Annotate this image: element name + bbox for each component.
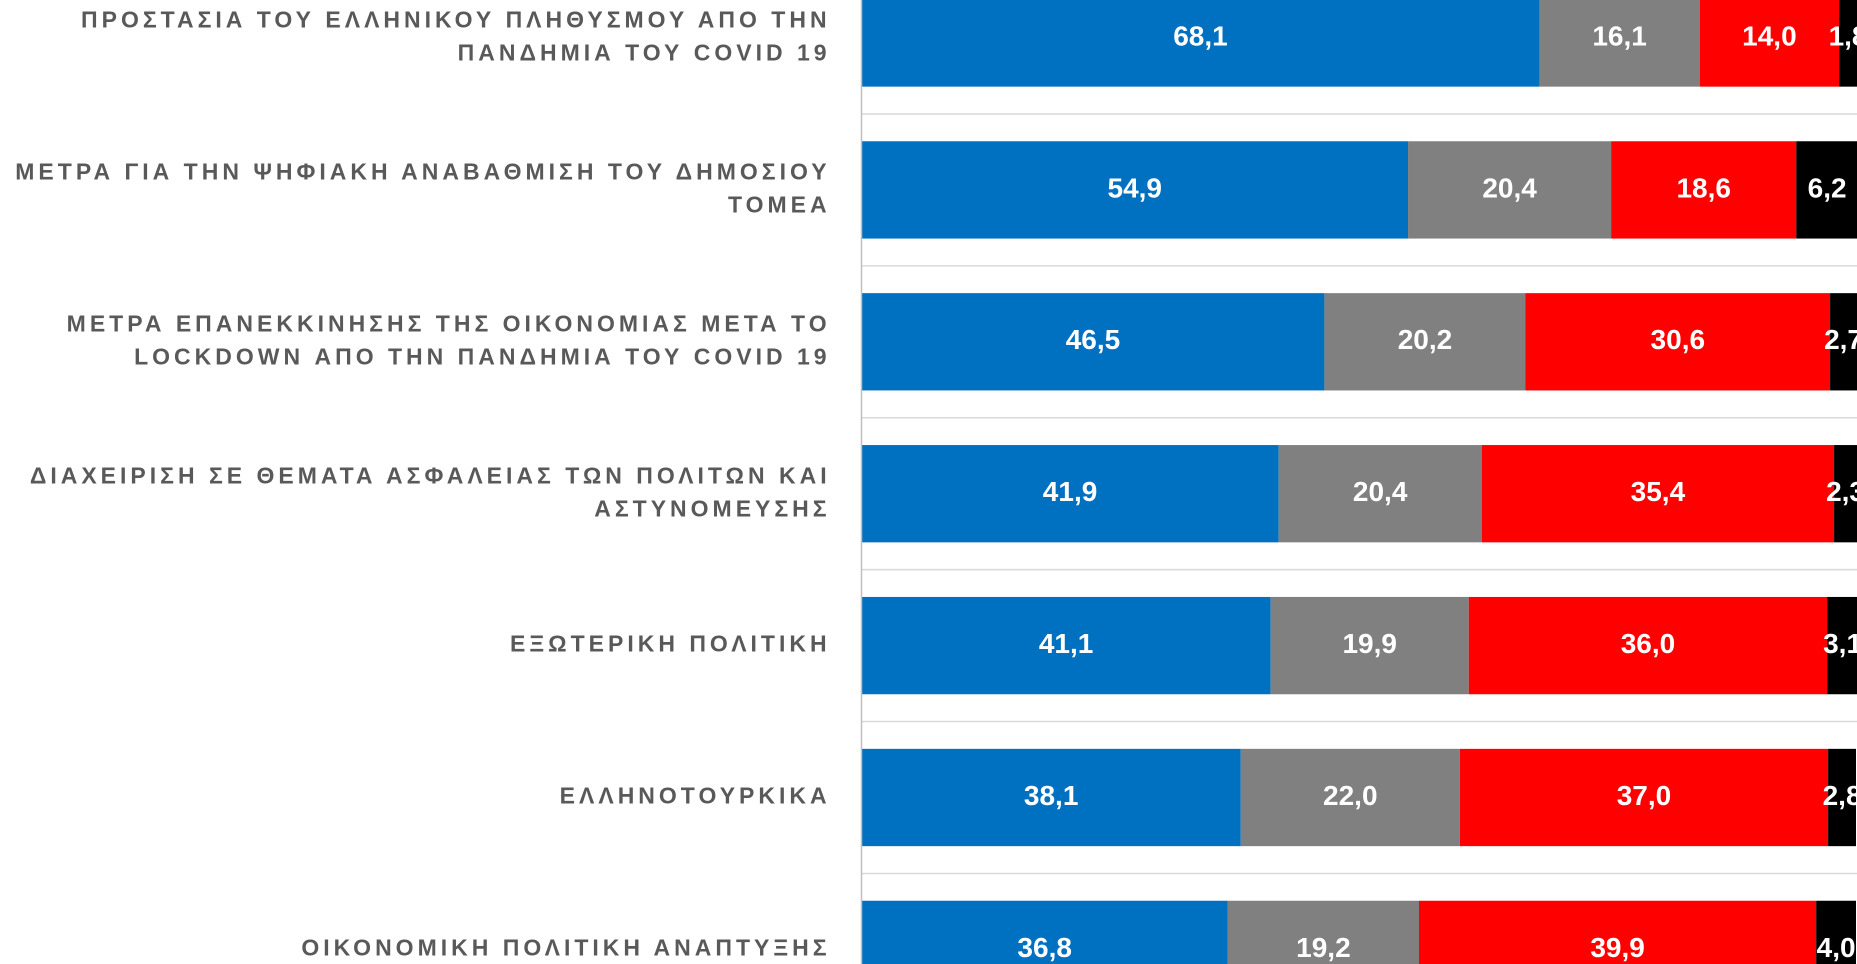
value-label: 37,0: [1617, 780, 1672, 811]
value-label: 19,9: [1342, 628, 1397, 659]
bar-segment: [1459, 748, 1829, 847]
category-label: ΠΡΟΣΤΑΣΙΑ ΤΟΥ ΕΛΛΗΝΙΚΟΥ ΠΛΗΘΥΣΜΟΥ ΑΠΟ ΤΗ…: [81, 7, 831, 33]
value-label: 14,0: [1742, 20, 1797, 51]
value-label: 36,8: [1017, 932, 1072, 963]
category-label: ΔΙΑΧΕΙΡΙΣΗ ΣΕ ΘΕΜΑΤΑ ΑΣΦΑΛΕΙΑΣ ΤΩΝ ΠΟΛΙΤ…: [30, 462, 831, 488]
bar-segment: [1481, 445, 1835, 543]
category-label: ΟΙΚΟΝΟΜΙΚΗ ΠΟΛΙΤΙΚΗ ΑΝΑΠΤΥΞΗΣ: [301, 934, 830, 960]
bar-segment: [1816, 900, 1857, 964]
bar-segment: [1839, 0, 1857, 87]
value-label: 20,2: [1398, 324, 1453, 355]
bar-segment: [1240, 748, 1460, 847]
value-label: 30,6: [1651, 324, 1706, 355]
value-label: 41,9: [1043, 476, 1098, 507]
category-label: LOCKDOWN ΑΠΟ ΤΗΝ ΠΑΝΔΗΜΙΑ ΤΟΥ COVID 19: [134, 343, 830, 369]
bar-segment: [861, 596, 1271, 695]
bar-segment: [1828, 748, 1857, 847]
bar-segment: [1539, 0, 1700, 87]
value-label: 41,1: [1039, 628, 1094, 659]
value-label: 46,5: [1066, 324, 1121, 355]
value-label: 20,4: [1353, 476, 1408, 507]
value-label: 22,0: [1323, 780, 1378, 811]
category-label: ΜΕΤΡΑ ΕΠΑΝΕΚΚΙΝΗΣΗΣ ΤΗΣ ΟΙΚΟΝΟΜΙΑΣ ΜΕΤΑ …: [67, 310, 831, 336]
value-label: 54,9: [1108, 172, 1163, 203]
bar-segment: [861, 0, 1540, 87]
bar-segment: [1408, 141, 1612, 239]
bar-segment: [861, 900, 1228, 964]
category-label: ΑΣΤΥΝΟΜΕΥΣΗΣ: [594, 495, 830, 521]
bar-segment: [1827, 596, 1857, 695]
bar-segment: [1611, 141, 1797, 239]
bar-segment: [1418, 900, 1817, 964]
category-label: ΠΑΝΔΗΜΙΑ ΤΟΥ COVID 19: [458, 40, 831, 66]
bar-segment: [1278, 445, 1482, 543]
bar-segment: [1468, 596, 1828, 695]
value-label: 39,9: [1590, 932, 1645, 963]
bar-segment: [1227, 900, 1419, 964]
bar-segment: [861, 141, 1409, 239]
bar-segment: [1270, 596, 1469, 695]
bar-segment: [1699, 0, 1840, 87]
bar-segment: [861, 748, 1241, 847]
value-label: 3,1: [1823, 628, 1857, 659]
category-label: ΤΟΜΕΑ: [728, 191, 831, 217]
value-label: 19,2: [1296, 932, 1351, 963]
bar-segment: [861, 293, 1325, 391]
value-label: 35,4: [1631, 476, 1686, 507]
category-label: ΜΕΤΡΑ ΓΙΑ ΤΗΝ ΨΗΦΙΑΚΗ ΑΝΑΒΑΘΜΙΣΗ ΤΟΥ ΔΗΜ…: [15, 158, 830, 184]
value-label: 4,0: [1817, 932, 1856, 963]
bar-segment: [1324, 293, 1526, 391]
value-label: 36,0: [1621, 628, 1676, 659]
bar-segment: [1834, 445, 1857, 543]
value-label: 1,8: [1829, 20, 1857, 51]
bar-segment: [1830, 293, 1857, 391]
value-label: 18,6: [1676, 172, 1731, 203]
value-label: 20,4: [1482, 172, 1537, 203]
value-label: 16,1: [1592, 20, 1647, 51]
category-label: ΕΛΛΗΝΟΤΟΥΡΚΙΚΑ: [560, 783, 831, 809]
category-label: ΕΞΩΤΕΡΙΚΗ ΠΟΛΙΤΙΚΗ: [510, 631, 831, 657]
value-label: 6,2: [1808, 172, 1847, 203]
value-label: 2,3: [1826, 476, 1857, 507]
value-label: 2,8: [1823, 780, 1857, 811]
bar-segment: [1796, 141, 1857, 239]
bar-segment: [1525, 293, 1831, 391]
value-label: 2,7: [1824, 324, 1857, 355]
value-label: 68,1: [1173, 20, 1228, 51]
value-label: 38,1: [1024, 780, 1079, 811]
bar-segment: [861, 445, 1279, 543]
